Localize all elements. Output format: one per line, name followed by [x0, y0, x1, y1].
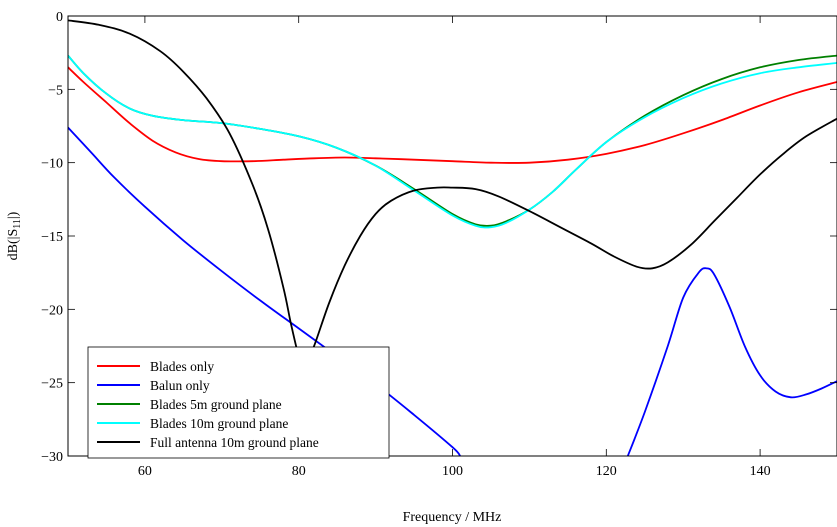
y-tick-label--10: −10	[41, 157, 63, 172]
x-tick-label-140: 140	[750, 464, 771, 479]
y-tick-label--15: −15	[41, 230, 63, 245]
y-tick-label--30: −30	[41, 450, 63, 465]
x-tick-label-120: 120	[596, 464, 617, 479]
legend-label-3: Blades 10m ground plane	[150, 416, 288, 431]
y-tick-label--5: −5	[48, 83, 63, 98]
series-line-1	[68, 126, 461, 456]
y-tick-label--25: −25	[41, 377, 63, 392]
x-tick-label-100: 100	[442, 464, 463, 479]
y-tick-label-0: 0	[56, 10, 63, 25]
series-line-0	[68, 66, 837, 164]
y-tick-label--20: −20	[41, 303, 63, 318]
x-axis-title: Frequency / MHz	[403, 510, 502, 525]
legend: Blades only Balun only Blades 5m ground pl…	[87, 346, 390, 459]
y-axis-title: dB(|S11|)	[6, 211, 23, 260]
legend-label-2: Blades 5m ground plane	[150, 397, 282, 412]
legend-label-0: Blades only	[150, 359, 214, 374]
series-layer	[68, 19, 837, 456]
legend-label-4: Full antenna 10m ground plane	[150, 435, 319, 450]
legend-entries: Blades only Balun only Blades 5m ground pl…	[97, 359, 319, 450]
series-line-4	[68, 54, 837, 229]
x-tick-label-60: 60	[138, 464, 152, 479]
x-tick-label-80: 80	[292, 464, 306, 479]
y-ticks: 0 −5 −10 −15 −20 −25 −30	[41, 10, 837, 465]
legend-label-1: Balun only	[150, 378, 210, 393]
series-line-5	[68, 19, 837, 364]
series-line-2	[626, 267, 837, 456]
x-ticks: 60 80 100 120 140	[138, 16, 771, 479]
